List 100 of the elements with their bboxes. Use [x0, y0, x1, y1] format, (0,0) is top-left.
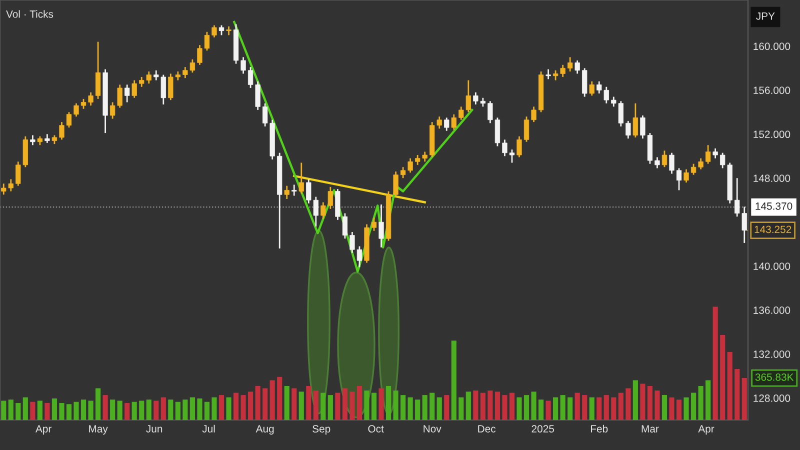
bar — [611, 397, 616, 420]
candlestick — [255, 80, 260, 111]
y-tick-label: 152.000 — [754, 130, 790, 138]
bar — [226, 397, 232, 420]
line-series — [233, 20, 474, 273]
bar — [626, 388, 631, 420]
candlestick — [284, 185, 290, 200]
y-tick-label: 136.000 — [754, 306, 790, 314]
bar — [502, 395, 508, 420]
x-tick-label: Mar — [642, 425, 659, 433]
x-tick-label: May — [89, 425, 108, 435]
candlestick — [356, 246, 362, 268]
x-tick-label: Dec — [478, 425, 496, 433]
candlestick — [190, 58, 196, 74]
candlestick — [292, 184, 297, 196]
candlestick — [531, 106, 536, 123]
bar — [342, 388, 348, 420]
bar — [335, 392, 340, 420]
candlestick — [212, 24, 217, 38]
bar — [124, 402, 130, 420]
bar — [706, 380, 711, 420]
bar — [298, 392, 304, 420]
bar — [466, 392, 471, 420]
candlestick — [298, 162, 304, 194]
candlestick — [371, 217, 377, 232]
candlestick — [342, 212, 348, 240]
candlestick — [546, 68, 551, 80]
y-tick-label: 160.000 — [754, 42, 790, 50]
bar — [146, 400, 152, 420]
bar — [538, 400, 544, 420]
candlestick — [59, 121, 64, 140]
bar — [139, 400, 144, 420]
bar — [604, 395, 609, 420]
bar — [473, 390, 478, 420]
bar — [270, 380, 275, 420]
bar — [88, 400, 94, 420]
bar — [676, 400, 682, 420]
candlestick — [654, 156, 660, 169]
bar — [160, 397, 166, 420]
x-tick-label: 2025 — [532, 425, 554, 433]
bar — [168, 400, 174, 420]
candlestick — [676, 168, 682, 191]
y-tick-label: 132.000 — [754, 350, 790, 358]
bar — [524, 395, 530, 420]
bar — [589, 397, 594, 420]
bar — [22, 397, 28, 420]
bar — [684, 397, 689, 420]
annotation: 143.252 — [754, 226, 792, 234]
bar — [190, 397, 195, 420]
candlestick — [524, 116, 530, 143]
candlestick — [132, 80, 137, 99]
candlestick — [560, 64, 566, 78]
bar — [240, 395, 246, 420]
bar — [132, 402, 137, 420]
bar — [400, 395, 406, 420]
bar — [52, 398, 58, 420]
bar — [574, 392, 580, 420]
candlestick — [408, 158, 413, 174]
bar — [488, 390, 493, 420]
bar — [248, 392, 254, 420]
bar — [436, 397, 442, 420]
candlestick — [451, 114, 456, 130]
bar — [546, 400, 551, 420]
bar — [444, 395, 450, 420]
bar — [364, 390, 370, 420]
bar — [698, 386, 704, 420]
bar — [328, 395, 333, 420]
candlestick — [248, 66, 254, 89]
candlestick — [117, 84, 122, 108]
bar — [8, 400, 14, 420]
x-tick-label: Jun — [146, 425, 162, 433]
bar — [175, 402, 180, 420]
y-tick-label: 128.000 — [754, 394, 790, 402]
bar — [117, 400, 122, 420]
bar — [632, 380, 638, 420]
x-tick-label: Sep — [312, 425, 330, 435]
bar — [654, 390, 660, 420]
x-tick-label: Aug — [256, 425, 274, 435]
bar — [712, 306, 718, 420]
bar — [371, 392, 377, 420]
bar — [102, 395, 108, 420]
ref-line-label: 145.370 — [756, 202, 792, 210]
candlestick — [582, 67, 588, 98]
text: 365.83K — [755, 373, 794, 381]
bar — [458, 397, 464, 420]
x-tick-label: Jul — [202, 424, 215, 433]
bar — [356, 386, 362, 420]
bar — [560, 395, 566, 420]
bar — [74, 402, 79, 420]
y-tick-label: 140.000 — [754, 262, 790, 270]
bar — [212, 397, 217, 420]
bar — [494, 392, 500, 420]
candlestick — [552, 70, 558, 81]
candlestick — [632, 102, 638, 138]
bar — [690, 392, 696, 420]
bar — [44, 402, 50, 420]
candlestick — [378, 204, 384, 248]
candlestick — [88, 92, 94, 106]
candlestick — [95, 41, 101, 100]
candlestick — [690, 163, 696, 176]
